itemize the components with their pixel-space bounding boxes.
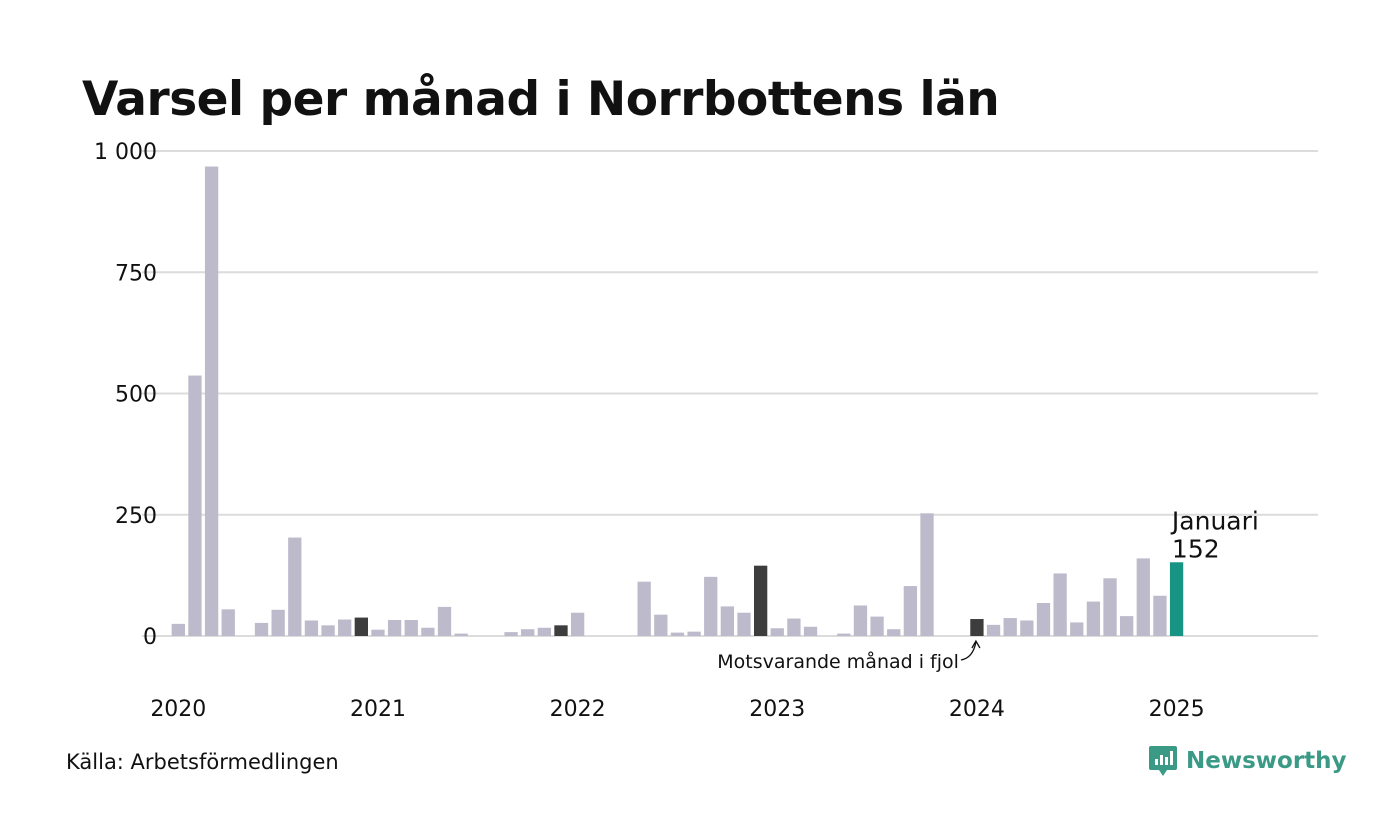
annotation-arrowhead <box>971 639 981 649</box>
bar <box>670 632 685 636</box>
x-tick-label: 2022 <box>550 697 606 722</box>
bar-previous-year <box>753 565 768 636</box>
bar <box>853 605 868 636</box>
bar <box>537 627 552 636</box>
bar <box>637 581 651 636</box>
bar-current-month <box>1169 562 1184 636</box>
bar <box>654 614 668 636</box>
bar <box>371 629 385 636</box>
bar <box>437 606 452 636</box>
bar <box>1036 603 1051 636</box>
y-tick-label: 250 <box>115 504 157 529</box>
y-tick-label: 0 <box>143 625 157 650</box>
bar <box>204 166 219 636</box>
bar <box>837 633 851 636</box>
y-tick-label: 500 <box>115 383 157 408</box>
bar <box>321 625 335 636</box>
bar <box>570 612 585 636</box>
x-tick-label: 2025 <box>1149 697 1205 722</box>
brand-logo: Newsworthy <box>1148 744 1347 778</box>
brand-name: Newsworthy <box>1186 748 1347 774</box>
bar <box>421 627 435 636</box>
current-value-label: 152 <box>1172 534 1220 563</box>
bar <box>504 632 518 636</box>
bar <box>920 513 934 636</box>
chart-title: Varsel per månad i Norrbottens län <box>82 72 1000 127</box>
bar <box>1120 616 1134 636</box>
bar <box>687 631 701 636</box>
x-axis-ticks: 2020 2021 2022 2023 2024 2025 <box>150 697 1204 722</box>
bar <box>304 620 319 636</box>
bar <box>1053 573 1067 636</box>
bar <box>720 606 735 636</box>
bar <box>787 618 801 636</box>
bar <box>887 629 901 636</box>
y-tick-label: 750 <box>115 261 157 286</box>
bar <box>338 619 352 636</box>
bar <box>903 586 918 636</box>
bar <box>870 616 884 636</box>
bar <box>1003 618 1017 636</box>
bar <box>1153 595 1167 636</box>
bar-previous-year <box>354 617 368 636</box>
bar <box>1020 620 1034 636</box>
previous-year-annotation: Motsvarande månad i fjol <box>717 650 959 673</box>
bar <box>454 633 468 636</box>
bar <box>221 609 235 636</box>
newsworthy-logo-icon <box>1149 746 1177 776</box>
bar <box>387 619 402 636</box>
bar <box>404 619 418 636</box>
bar <box>271 609 285 636</box>
bar <box>1070 622 1084 636</box>
bar <box>254 622 269 636</box>
bar <box>1136 558 1150 636</box>
bar <box>188 375 202 636</box>
x-tick-label: 2024 <box>949 697 1005 722</box>
bar <box>803 626 818 636</box>
bar-previous-year <box>554 625 568 636</box>
bars <box>171 166 1184 636</box>
x-tick-label: 2023 <box>749 697 805 722</box>
bar <box>1103 578 1117 636</box>
x-tick-label: 2021 <box>350 697 406 722</box>
current-month-label: Januari <box>1170 506 1259 535</box>
bar-previous-year <box>970 619 984 636</box>
bar <box>770 628 784 636</box>
y-tick-label: 1 000 <box>94 140 157 165</box>
source-label: Källa: Arbetsförmedlingen <box>66 750 339 774</box>
bar <box>986 624 1001 636</box>
bar <box>737 612 751 636</box>
bar <box>171 623 185 636</box>
bar <box>288 537 302 636</box>
bar <box>521 629 535 636</box>
bar <box>704 576 718 636</box>
x-tick-label: 2020 <box>150 697 206 722</box>
bar <box>1086 601 1101 636</box>
y-axis-ticks: 0 250 500 750 1 000 <box>94 140 157 650</box>
annotation-arrow <box>960 641 977 661</box>
